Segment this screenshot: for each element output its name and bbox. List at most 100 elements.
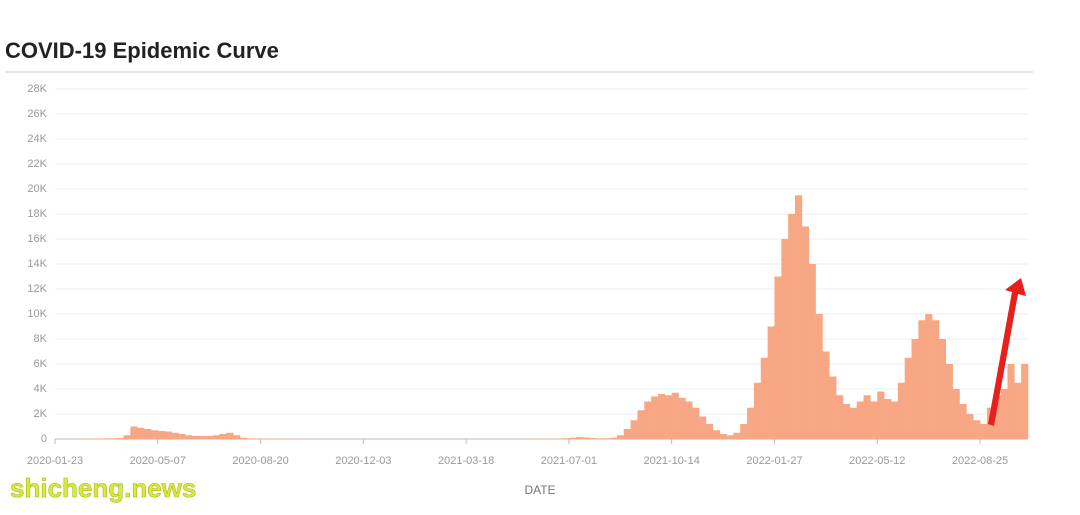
bar xyxy=(733,433,740,439)
bar xyxy=(727,435,734,439)
bar xyxy=(966,414,973,439)
bar xyxy=(754,383,761,439)
bar xyxy=(603,438,610,439)
bar xyxy=(836,395,843,439)
bar xyxy=(857,402,864,440)
bar xyxy=(589,438,596,439)
chart-title: COVID-19 Epidemic Curve xyxy=(5,38,279,63)
x-tick-label: 2020-08-20 xyxy=(232,455,288,467)
x-tick-label: 2022-08-25 xyxy=(952,455,1008,467)
x-tick-label: 2022-01-27 xyxy=(746,455,802,467)
bar xyxy=(699,417,706,440)
bar xyxy=(679,398,686,439)
y-tick-label: 12K xyxy=(27,283,47,295)
bar xyxy=(720,434,727,439)
bar xyxy=(124,435,131,439)
bar xyxy=(96,439,103,440)
bar xyxy=(953,389,960,439)
bar xyxy=(171,433,178,439)
bar xyxy=(822,352,829,440)
bar xyxy=(110,438,117,439)
bar xyxy=(555,439,562,440)
bar xyxy=(192,436,199,439)
x-tick-label: 2022-05-12 xyxy=(849,455,905,467)
bar xyxy=(747,408,754,439)
bar xyxy=(959,404,966,439)
bar xyxy=(939,339,946,439)
bar xyxy=(864,395,871,439)
bar xyxy=(158,431,165,439)
bar xyxy=(219,434,226,439)
x-tick-label: 2020-12-03 xyxy=(335,455,391,467)
bar xyxy=(774,277,781,440)
bar xyxy=(912,339,919,439)
bar xyxy=(850,408,857,439)
bar xyxy=(980,424,987,439)
bar xyxy=(658,394,665,439)
bar xyxy=(829,377,836,440)
y-tick-label: 6K xyxy=(34,358,48,370)
y-tick-label: 24K xyxy=(27,133,47,145)
bar xyxy=(199,436,206,439)
bar xyxy=(973,420,980,439)
bar xyxy=(233,435,240,439)
watermark: shicheng.news xyxy=(10,473,196,503)
bar xyxy=(213,435,220,439)
y-tick-label: 18K xyxy=(27,208,47,220)
bar xyxy=(596,438,603,439)
x-tick-label: 2021-03-18 xyxy=(438,455,494,467)
bar xyxy=(206,436,213,439)
bar xyxy=(651,397,658,440)
bar xyxy=(185,435,192,439)
bar xyxy=(178,434,185,439)
y-tick-label: 0 xyxy=(41,433,47,445)
bar xyxy=(685,402,692,440)
bar xyxy=(1007,364,1014,439)
bar xyxy=(713,430,720,439)
bar xyxy=(562,438,569,439)
bar xyxy=(1014,383,1021,439)
bar xyxy=(226,433,233,439)
bar xyxy=(1001,389,1008,439)
y-tick-label: 28K xyxy=(27,83,47,95)
x-axis-label: DATE xyxy=(524,483,555,497)
bar xyxy=(672,393,679,439)
bar xyxy=(891,402,898,440)
bar xyxy=(918,320,925,439)
bar xyxy=(165,432,172,440)
bar xyxy=(692,408,699,439)
bar xyxy=(117,438,124,439)
y-tick-label: 2K xyxy=(34,408,48,420)
bar xyxy=(809,264,816,439)
bar xyxy=(637,410,644,439)
y-tick-label: 22K xyxy=(27,158,47,170)
bar xyxy=(610,438,617,439)
y-tick-label: 8K xyxy=(34,333,48,345)
plot-area: 02K4K6K8K10K12K14K16K18K20K22K24K26K28K2… xyxy=(27,83,1028,467)
bar xyxy=(583,438,590,440)
bar xyxy=(247,438,254,439)
bar xyxy=(665,395,672,439)
bar xyxy=(788,214,795,439)
bar xyxy=(130,427,137,440)
bar xyxy=(576,437,583,439)
bar xyxy=(617,435,624,439)
x-tick-label: 2021-07-01 xyxy=(541,455,597,467)
bar xyxy=(905,358,912,439)
bar xyxy=(706,424,713,439)
bar xyxy=(624,429,631,439)
bar xyxy=(761,358,768,439)
x-tick-label: 2021-10-14 xyxy=(644,455,700,467)
bar xyxy=(843,404,850,439)
bar xyxy=(631,420,638,439)
bar xyxy=(103,438,110,439)
y-tick-label: 20K xyxy=(27,183,47,195)
bar xyxy=(932,320,939,439)
bar xyxy=(569,438,576,439)
bar xyxy=(946,364,953,439)
bar xyxy=(240,438,247,439)
bar xyxy=(768,327,775,440)
bar xyxy=(870,402,877,440)
